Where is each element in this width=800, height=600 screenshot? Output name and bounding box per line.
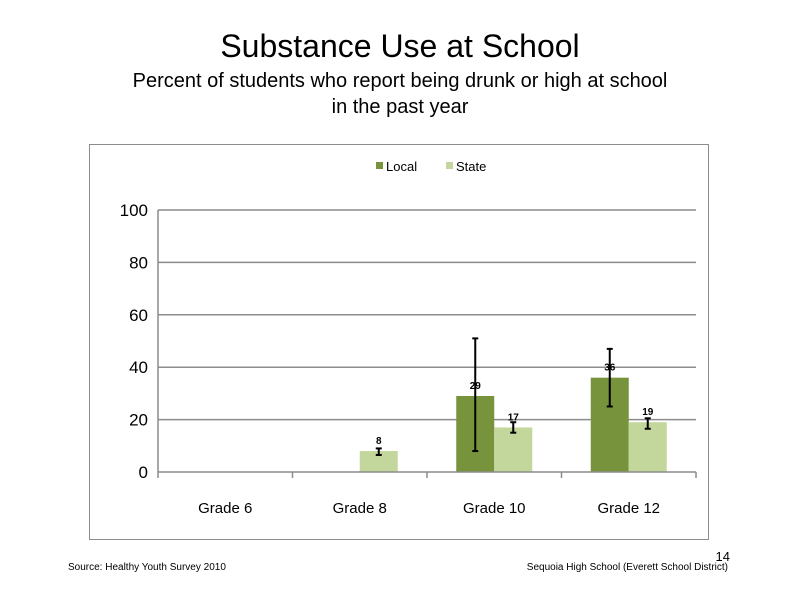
bars [359, 377, 667, 472]
x-tick-label: Grade 8 [333, 500, 387, 517]
source-note: Source: Healthy Youth Survey 2010 [68, 562, 226, 573]
subtitle-line-2: in the past year [331, 96, 469, 118]
x-tick-label: Grade 12 [597, 500, 660, 517]
data-label: 19 [642, 407, 654, 418]
data-labels: 29 36 8 17 19 [376, 363, 654, 447]
page-number: 14 [715, 549, 730, 564]
slide-subtitle: Percent of students who report being dru… [100, 68, 700, 120]
axes: 0 20 40 60 80 100 Grade 6 Grade 8 Grade 10 Grade … [120, 201, 697, 517]
slide-title: Substance Use at School [220, 28, 580, 64]
y-tick-label: 0 [139, 463, 148, 482]
y-tick-label: 20 [129, 411, 148, 430]
legend-label-local: Local [386, 159, 417, 174]
y-tick-label: 40 [129, 358, 148, 377]
data-label: 17 [508, 412, 520, 423]
subtitle-line-1: Percent of students who report being dru… [132, 70, 668, 92]
data-label: 8 [376, 436, 382, 447]
legend-swatch-local [376, 162, 383, 169]
error-bars [375, 337, 651, 456]
y-tick-label: 80 [129, 253, 148, 272]
legend: Local State [376, 159, 486, 174]
gridlines [158, 209, 696, 421]
x-tick-label: Grade 10 [463, 500, 526, 517]
data-label: 29 [470, 381, 482, 392]
data-label: 36 [604, 363, 616, 374]
x-tick-label: Grade 6 [198, 500, 252, 517]
y-tick-label: 60 [129, 306, 148, 325]
school-name: Sequoia High School (Everett School Dist… [526, 562, 728, 573]
bar-state [628, 422, 667, 472]
bar-state [359, 451, 398, 472]
legend-label-state: State [456, 159, 486, 174]
legend-swatch-state [446, 162, 453, 169]
y-tick-label: 100 [120, 201, 148, 220]
bar-state [494, 427, 533, 472]
